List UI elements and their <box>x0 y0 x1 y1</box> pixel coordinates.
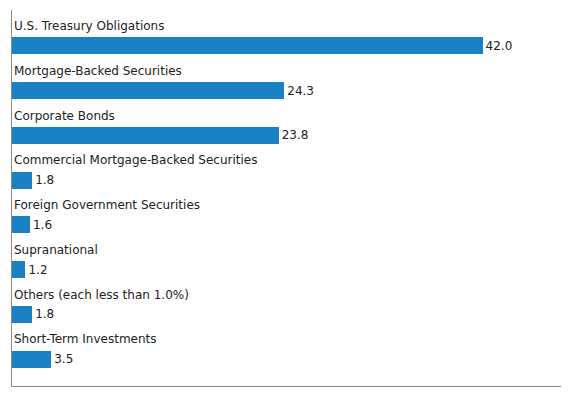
svg-text:3.5: 3.5 <box>54 352 73 366</box>
svg-text:23.8: 23.8 <box>282 128 309 142</box>
svg-text:Corporate Bonds: Corporate Bonds <box>14 109 115 123</box>
svg-text:Mortgage-Backed Securities: Mortgage-Backed Securities <box>14 64 182 78</box>
svg-text:Commercial Mortgage-Backed Sec: Commercial Mortgage-Backed Securities <box>14 153 257 167</box>
svg-text:24.3: 24.3 <box>287 84 314 98</box>
svg-text:Short-Term Investments: Short-Term Investments <box>14 332 157 346</box>
svg-text:1.2: 1.2 <box>28 263 47 277</box>
svg-text:Others (each less than 1.0%): Others (each less than 1.0%) <box>14 288 189 302</box>
svg-text:1.8: 1.8 <box>35 173 54 187</box>
svg-text:42.0: 42.0 <box>486 39 513 53</box>
svg-text:Supranational: Supranational <box>14 243 98 257</box>
svg-text:1.6: 1.6 <box>33 218 52 232</box>
svg-text:Foreign Government Securities: Foreign Government Securities <box>14 198 200 212</box>
svg-text:1.8: 1.8 <box>35 307 54 321</box>
svg-text:U.S. Treasury Obligations: U.S. Treasury Obligations <box>14 19 164 33</box>
